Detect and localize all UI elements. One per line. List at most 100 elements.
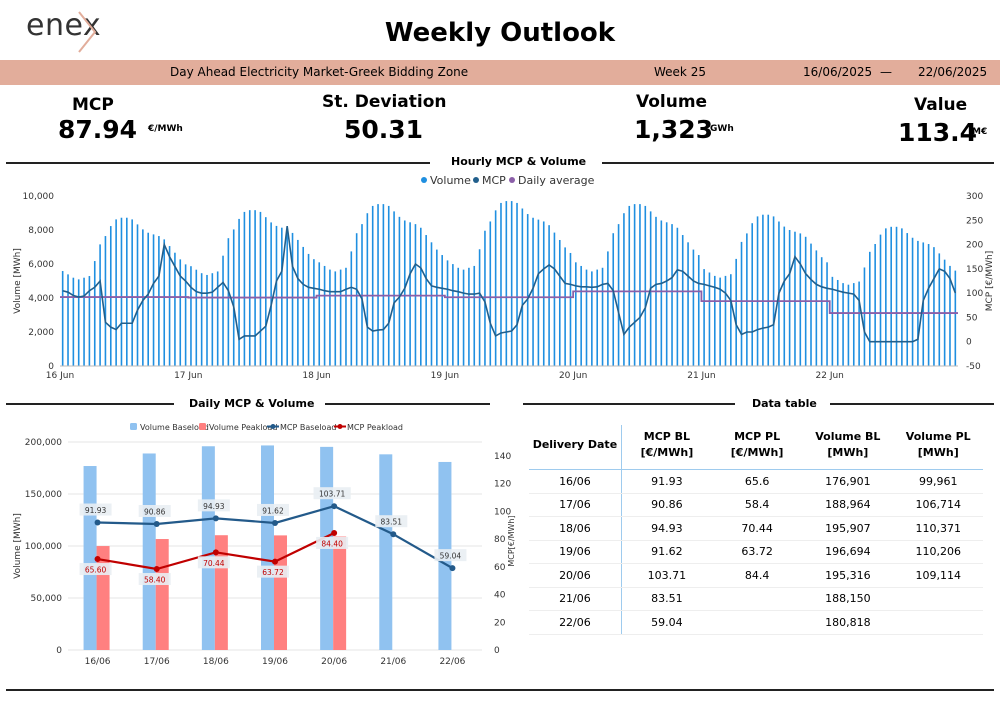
volume-bar xyxy=(494,210,497,366)
table-row: 16/06 91.93 65.6 176,901 99,961 xyxy=(529,469,983,494)
volume-bar xyxy=(206,274,208,366)
volume-bar xyxy=(307,253,310,366)
volume-bar xyxy=(259,211,262,366)
y-tick-label: 0 xyxy=(48,362,54,372)
volume-bar xyxy=(275,225,278,366)
volume-bar xyxy=(323,265,326,366)
x-tick-label: 21 Jun xyxy=(687,371,715,381)
volume-bar xyxy=(478,249,481,366)
mcp-baseload-data-label-bg xyxy=(197,499,230,512)
volume-bar xyxy=(842,283,844,366)
y-tick-label: 8,000 xyxy=(28,226,54,236)
volume-bar xyxy=(730,274,732,366)
table-cell: 22/06 xyxy=(529,610,622,635)
volume-bar xyxy=(548,225,550,366)
volume-bar xyxy=(120,217,123,366)
volume-bar xyxy=(692,249,695,366)
volume-bar xyxy=(222,255,224,366)
y-tick-label: 6,000 xyxy=(28,260,54,270)
volume-bar xyxy=(927,244,930,366)
table-cell: 188,964 xyxy=(802,493,894,517)
table-cell: 91.93 xyxy=(621,469,713,494)
volume-bar xyxy=(874,244,876,366)
hourly-divider-right xyxy=(602,162,994,164)
mcp-baseload-data-label-bg xyxy=(375,515,408,528)
mcp-peakload-data-label: 63.72 xyxy=(262,568,284,577)
volume-bar xyxy=(633,204,636,366)
y2-tick-label: 50 xyxy=(966,313,978,323)
mcp-baseload-data-label: 91.62 xyxy=(262,506,284,515)
y-tick-label: 150,000 xyxy=(25,490,62,500)
table-cell: 188,150 xyxy=(802,587,894,611)
volume-bar xyxy=(420,227,422,366)
mcp-hourly-line xyxy=(62,226,957,343)
table-cell: 84.4 xyxy=(712,563,803,588)
volume-bar xyxy=(671,224,673,366)
volume-bar xyxy=(243,211,246,366)
mcp-kpi-value: 87.94 xyxy=(58,115,138,144)
table-row: 21/06 83.51 188,150 xyxy=(529,587,983,611)
volume-bar xyxy=(393,211,395,366)
volume-bar xyxy=(751,223,754,366)
table-cell: 94.93 xyxy=(621,516,713,541)
header-text: Volume PL xyxy=(905,430,971,443)
volume-bar xyxy=(526,214,529,366)
volume-bar xyxy=(639,204,641,366)
volume-bar xyxy=(954,270,957,366)
volume-bar xyxy=(852,283,855,366)
daily-divider-right xyxy=(325,403,490,405)
volume-bar xyxy=(746,233,748,366)
volume-bar xyxy=(762,214,764,366)
y-tick-label: 10,000 xyxy=(23,192,55,202)
volume-bar xyxy=(115,219,117,366)
mcp-peakload-point xyxy=(94,556,101,563)
volume-bar xyxy=(863,267,866,366)
volume-bar xyxy=(772,216,775,366)
y2-tick-label: 60 xyxy=(494,563,506,573)
volume-bar xyxy=(516,202,518,366)
table-row: 17/06 90.86 58.4 188,964 106,714 xyxy=(529,493,983,517)
legend-label-0: Volume xyxy=(430,174,471,187)
volume-bar xyxy=(858,281,860,366)
volume-bar xyxy=(174,252,176,366)
x-tick-label: 17/06 xyxy=(144,657,170,667)
volume-bar xyxy=(484,230,486,366)
legend-marker-0 xyxy=(421,177,427,183)
volume-bar xyxy=(72,277,75,366)
volume-bar xyxy=(334,271,337,366)
volume-bar xyxy=(628,205,631,366)
volume-bar xyxy=(836,279,839,366)
volume-bar xyxy=(398,216,401,366)
mcp-peakload-point xyxy=(331,529,338,536)
volume-bar xyxy=(553,232,556,366)
volume-bar xyxy=(452,264,454,366)
x-tick-label: 16 Jun xyxy=(46,371,74,381)
y2-tick-label: 20 xyxy=(494,618,506,628)
table-cell xyxy=(893,610,983,635)
volume-bar xyxy=(83,277,85,366)
mcp-peakload-data-label: 65.60 xyxy=(85,566,107,575)
volume-kpi-label: Volume xyxy=(636,92,708,112)
volume-bar xyxy=(869,251,871,366)
header-mcp-pl: MCP PL [€/MWh] xyxy=(712,425,803,470)
y2-tick-label: -50 xyxy=(966,362,981,372)
table-cell: 195,907 xyxy=(802,516,894,541)
value-kpi-label: Value xyxy=(914,95,968,115)
volume-bar xyxy=(676,227,679,366)
volume-bar xyxy=(794,231,796,366)
y-tick-label: 0 xyxy=(56,646,62,656)
table-cell: 83.51 xyxy=(621,587,713,611)
y2-tick-label: 80 xyxy=(494,535,506,545)
volume-baseload-bar xyxy=(379,454,393,650)
table-cell: 99,961 xyxy=(893,469,983,494)
mcp-peakload-point xyxy=(153,566,160,573)
header-text: Volume BL xyxy=(815,430,881,443)
volume-bar xyxy=(623,213,625,366)
mcp-baseload-point xyxy=(331,503,338,510)
volume-bar xyxy=(532,217,534,366)
volume-bar xyxy=(558,239,561,366)
mcp-baseload-point xyxy=(94,519,101,526)
volume-bar xyxy=(355,233,358,366)
mcp-kpi-unit: €/MWh xyxy=(148,124,183,134)
table-cell: 110,206 xyxy=(893,540,983,564)
